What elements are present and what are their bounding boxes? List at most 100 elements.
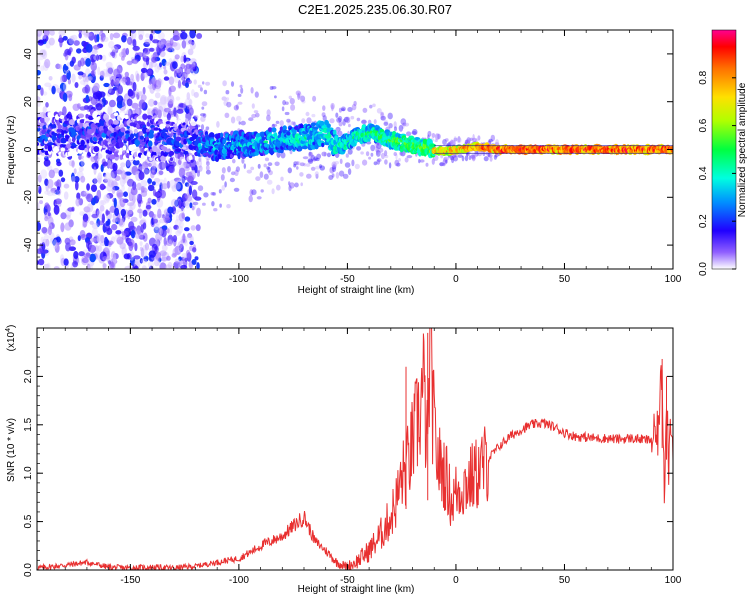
heat-cell — [335, 126, 341, 132]
heat-cell — [143, 255, 149, 262]
heat-cell — [174, 54, 180, 60]
heat-cell — [73, 168, 77, 175]
heat-cell — [80, 57, 85, 67]
y-tick-label: 1.0 — [23, 466, 34, 480]
heat-cell — [284, 111, 290, 116]
heat-cell — [166, 112, 171, 121]
heat-cell — [93, 146, 100, 153]
heat-cell — [88, 141, 94, 147]
heat-cell — [58, 30, 66, 36]
heat-cell — [234, 169, 239, 176]
heat-cell — [249, 189, 254, 197]
heat-cell — [69, 60, 75, 67]
heat-cell — [138, 34, 144, 41]
heat-cell — [148, 61, 153, 71]
heat-cell — [153, 223, 161, 234]
heat-cell — [187, 233, 193, 239]
heat-cell — [41, 226, 48, 234]
x-tick-label: 50 — [559, 575, 571, 586]
heat-cell — [128, 238, 135, 248]
heat-cell — [220, 174, 225, 181]
heat-cell — [89, 220, 94, 225]
heat-cell — [178, 243, 184, 253]
heat-cell — [41, 49, 48, 60]
heat-cell — [238, 121, 241, 125]
heat-cell — [154, 87, 161, 92]
heat-cell — [188, 185, 192, 196]
heat-cell — [161, 244, 168, 252]
heat-cell — [315, 165, 321, 170]
heat-cell — [456, 137, 462, 144]
heat-cell — [307, 159, 314, 165]
heat-cell — [133, 59, 138, 65]
heat-cell — [398, 124, 404, 132]
heat-cell — [142, 113, 148, 120]
heat-cell — [406, 155, 413, 159]
heat-cell — [198, 165, 203, 172]
heat-cell — [155, 251, 162, 261]
heat-cell — [51, 124, 57, 129]
heat-cell — [123, 253, 130, 260]
heat-cell — [126, 81, 133, 86]
heat-cell — [74, 82, 79, 88]
heat-cell — [96, 175, 103, 181]
heat-cell — [45, 102, 49, 108]
heat-cell — [125, 47, 130, 56]
heat-cell — [112, 162, 118, 172]
heat-cell — [488, 138, 493, 143]
heat-cell — [196, 169, 201, 174]
heat-cell — [457, 154, 463, 158]
heat-cell — [195, 224, 201, 232]
heat-cell — [155, 45, 163, 54]
heat-cell — [134, 265, 139, 269]
spectrogram-y-label: Frequency (Hz) — [6, 116, 17, 185]
colorbar: 0.0 0.2 0.4 0.6 0.8 Normalized spectral ampl… — [698, 29, 748, 276]
heat-cell — [175, 148, 182, 153]
snr-scale-exponent: 4 — [5, 328, 12, 332]
heat-cell — [62, 35, 68, 41]
colorbar-gradient — [711, 29, 737, 270]
heat-cell — [248, 195, 253, 203]
heat-cell — [133, 128, 138, 134]
heat-cell — [83, 31, 90, 38]
heat-cell — [173, 177, 182, 182]
heat-cell — [104, 246, 111, 251]
heat-cell — [124, 114, 129, 120]
heat-cell — [154, 222, 159, 231]
heat-cell — [153, 100, 158, 106]
heat-cell — [122, 178, 127, 184]
heat-cell — [39, 116, 45, 124]
heat-cell — [104, 117, 109, 123]
heat-cell — [142, 72, 149, 78]
heat-cell — [286, 118, 291, 123]
heat-cell — [246, 169, 252, 174]
heat-cell — [306, 173, 312, 179]
heat-cell — [368, 156, 372, 160]
heat-cell — [184, 193, 190, 199]
heat-cell — [136, 92, 140, 100]
heat-cell — [54, 198, 62, 205]
heat-cell — [150, 169, 155, 179]
heat-cell — [166, 228, 170, 234]
heat-cell — [161, 228, 167, 238]
heat-cell — [112, 254, 117, 264]
heat-cell — [439, 162, 444, 167]
heat-cell — [44, 190, 51, 195]
heat-cell — [179, 108, 183, 114]
heat-cell — [373, 119, 377, 125]
heat-cell — [184, 227, 190, 232]
heat-cell — [85, 32, 93, 37]
heat-cell — [96, 233, 101, 243]
heat-cell — [96, 33, 100, 43]
heat-cell — [87, 264, 93, 269]
heat-cell — [147, 197, 152, 204]
heat-cell — [406, 131, 412, 137]
heat-cell — [276, 184, 281, 191]
heat-cell — [147, 178, 153, 184]
heat-cell — [168, 239, 172, 246]
heat-cell — [185, 249, 191, 259]
heat-cell — [199, 87, 203, 92]
heat-cell — [58, 111, 63, 116]
heat-cell — [85, 58, 91, 67]
